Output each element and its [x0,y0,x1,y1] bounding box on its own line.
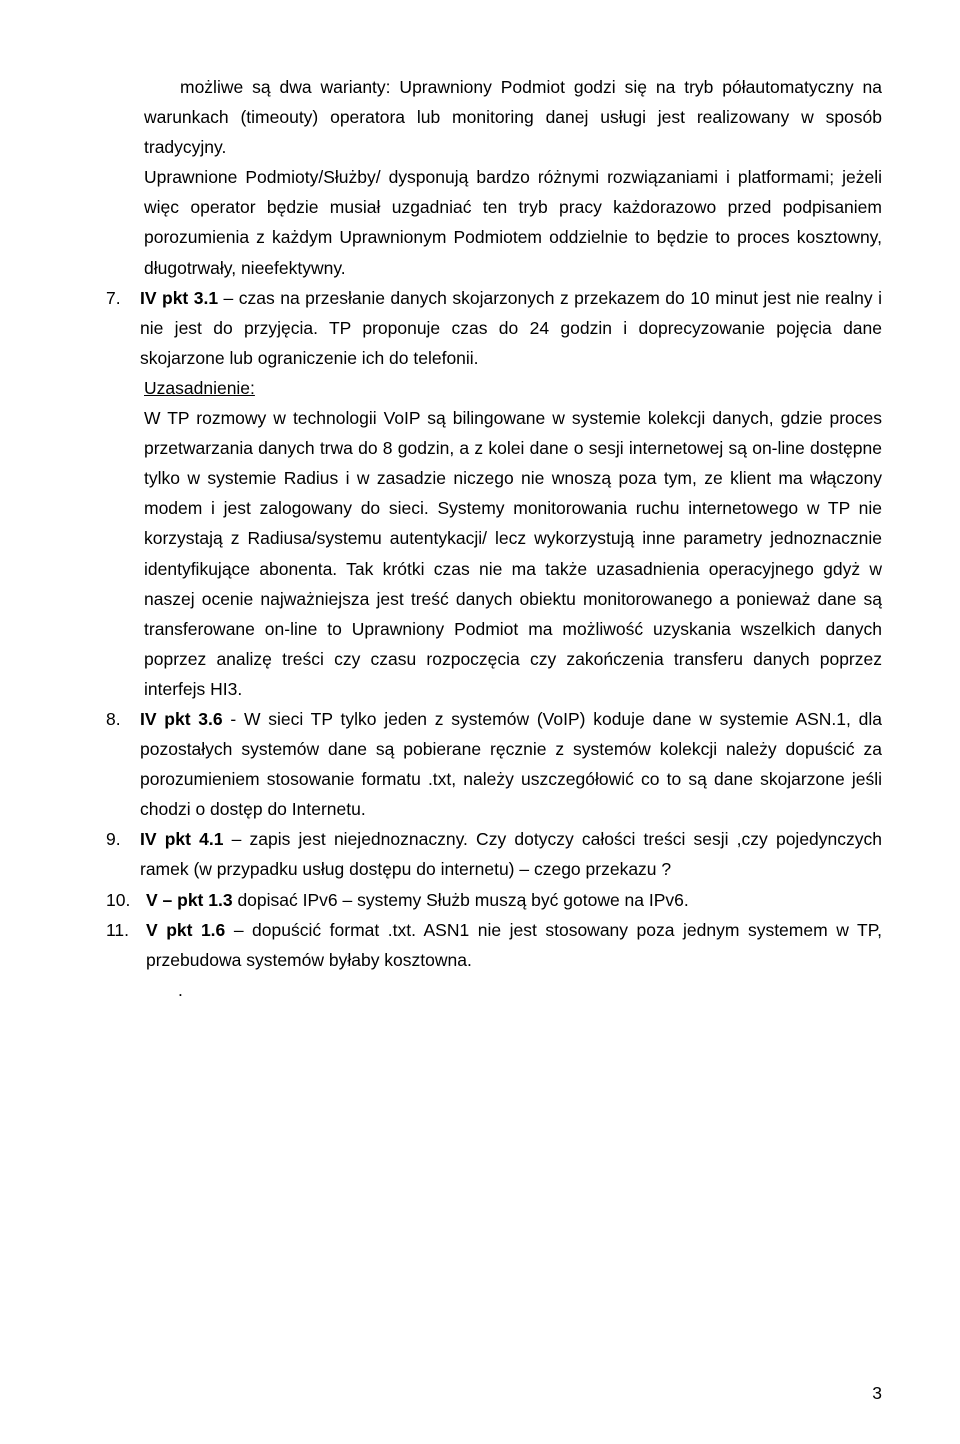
list-number-11: 11. [106,915,146,975]
list-content-10: V – pkt 1.3 dopisać IPv6 – systemy Służb… [146,885,882,915]
page-number: 3 [872,1383,882,1404]
uzasadnienie-text: W TP rozmowy w technologii VoIP są bilin… [144,403,882,704]
list-label-9: IV pkt 4.1 [140,829,223,849]
list-number-7: 7. [106,283,140,373]
list-content-7: IV pkt 3.1 – czas na przesłanie danych s… [140,283,882,373]
list-content-9: IV pkt 4.1 – zapis jest niejednoznaczny.… [140,824,882,884]
list-number-8: 8. [106,704,140,824]
uzasadnienie-label: Uzasadnienie: [144,373,882,403]
list-text-7: – czas na przesłanie danych skojarzonych… [140,288,882,368]
list-text-8: - W sieci TP tylko jeden z systemów (VoI… [140,709,882,819]
list-content-11: V pkt 1.6 – dopuścić format .txt. ASN1 n… [146,915,882,975]
list-label-8: IV pkt 3.6 [140,709,223,729]
list-text-10: dopisać IPv6 – systemy Służb muszą być g… [233,890,689,910]
trailing-dot: . [106,975,882,1005]
list-label-11: V pkt 1.6 [146,920,225,940]
list-content-8: IV pkt 3.6 - W sieci TP tylko jeden z sy… [140,704,882,824]
list-item-8: 8. IV pkt 3.6 - W sieci TP tylko jeden z… [106,704,882,824]
document-page: możliwe są dwa warianty: Uprawniony Podm… [0,0,960,1444]
list-item-7: 7. IV pkt 3.1 – czas na przesłanie danyc… [106,283,882,373]
paragraph-upper: Uprawnione Podmioty/Służby/ dysponują ba… [106,162,882,282]
list-number-10: 10. [106,885,146,915]
list-text-9: – zapis jest niejednoznaczny. Czy dotycz… [140,829,882,879]
uzasadnienie-block-7: Uzasadnienie: W TP rozmowy w technologii… [106,373,882,704]
list-item-10: 10. V – pkt 1.3 dopisać IPv6 – systemy S… [106,885,882,915]
list-item-9: 9. IV pkt 4.1 – zapis jest niejednoznacz… [106,824,882,884]
paragraph-opening: możliwe są dwa warianty: Uprawniony Podm… [106,72,882,162]
list-label-7: IV pkt 3.1 [140,288,218,308]
list-number-9: 9. [106,824,140,884]
list-text-11: – dopuścić format .txt. ASN1 nie jest st… [146,920,882,970]
list-item-11: 11. V pkt 1.6 – dopuścić format .txt. AS… [106,915,882,975]
list-label-10: V – pkt 1.3 [146,890,233,910]
